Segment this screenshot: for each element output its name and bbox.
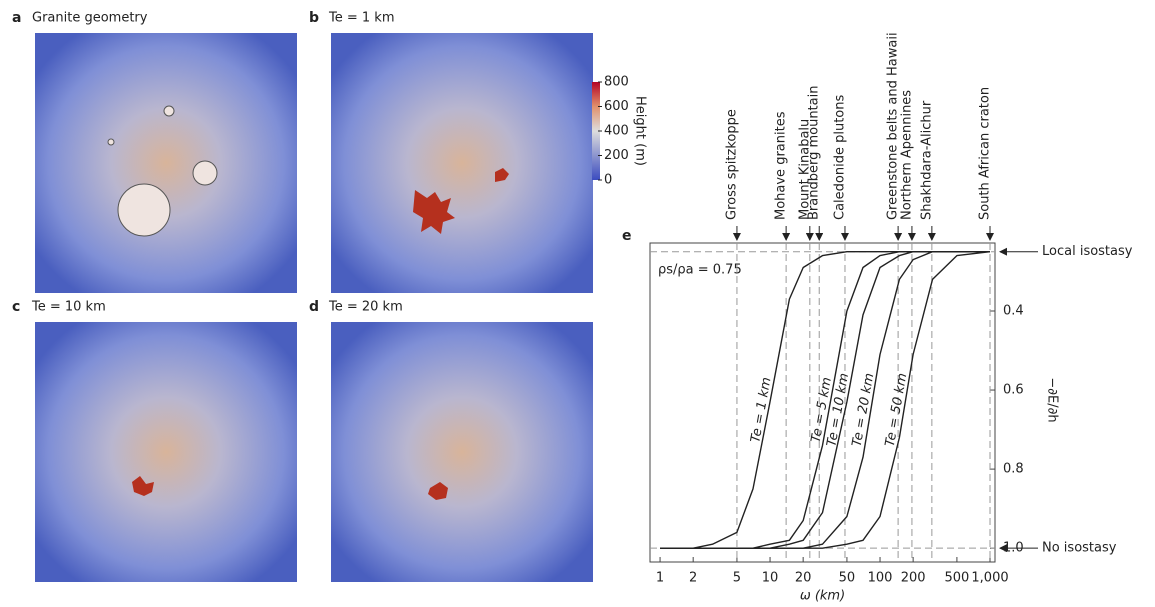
x-tick-label: 200: [901, 571, 926, 586]
marker-label: Brandberg mountain: [807, 86, 822, 220]
map-a: [35, 33, 297, 293]
colorbar: [592, 82, 600, 180]
curve-label: Te = 50 km: [883, 372, 911, 448]
marker-label: Shakhdara-Alichur: [919, 100, 934, 220]
curve-label: Te = 20 km: [850, 372, 878, 448]
x-axis-label: ω (km): [800, 589, 845, 604]
x-tick-label: 50: [839, 571, 856, 586]
marker-label: Mohave granites: [774, 111, 789, 220]
x-tick-label: 2: [689, 571, 697, 586]
annotation: ρs/ρa = 0.75: [658, 263, 742, 278]
panel-letter: e: [622, 228, 632, 244]
curve-label: Te = 1 km: [748, 376, 774, 444]
plot-frame: [649, 242, 996, 563]
colorbar-tick-label: 400: [604, 124, 629, 139]
colorbar-tick-label: 200: [604, 148, 629, 163]
reference-label: No isostasy: [1042, 541, 1117, 556]
panel-title: Te = 10 km: [31, 300, 106, 315]
x-tick-label: 100: [868, 571, 893, 586]
marker-label: Greenstone belts and Hawaii: [886, 32, 901, 220]
x-tick-label: 1: [656, 571, 664, 586]
panel-letter: d: [309, 299, 319, 315]
panel-title: Granite geometry: [32, 11, 148, 26]
map-b: [331, 33, 593, 293]
colorbar-label: Height (m): [633, 96, 648, 166]
y-tick-label: 0.8: [1003, 462, 1024, 477]
map-c: [35, 322, 297, 582]
panel-letter: a: [12, 10, 21, 26]
curve: [660, 251, 991, 549]
panel-letter: b: [309, 10, 319, 26]
marker-label: Gross spitzkoppe: [724, 109, 739, 220]
x-tick-label: 500: [944, 571, 969, 586]
colorbar-tick-label: 800: [604, 75, 629, 90]
marker-label: South African craton: [978, 87, 993, 220]
marker-label: Caledonide plutons: [832, 95, 847, 220]
x-tick-label: 10: [762, 571, 779, 586]
y-axis-label: −∂E/∂h: [1045, 377, 1060, 422]
x-tick-label: 5: [733, 571, 741, 586]
y-tick-label: 0.4: [1003, 303, 1024, 318]
panel-letter: c: [12, 299, 20, 315]
x-tick-label: 1,000: [971, 571, 1008, 586]
colorbar-tick-label: 0: [604, 173, 612, 188]
marker-label: Northern Apennines: [899, 90, 914, 220]
colorbar-tick-label: 600: [604, 99, 629, 114]
map-d: [331, 322, 593, 582]
marker-label: Mount Kinabalu: [797, 119, 812, 220]
x-tick-label: 20: [795, 571, 812, 586]
y-tick-label: 0.6: [1003, 383, 1024, 398]
reference-label: Local isostasy: [1042, 244, 1133, 259]
panel-title: Te = 20 km: [328, 300, 403, 315]
panel-title: Te = 1 km: [328, 11, 394, 26]
